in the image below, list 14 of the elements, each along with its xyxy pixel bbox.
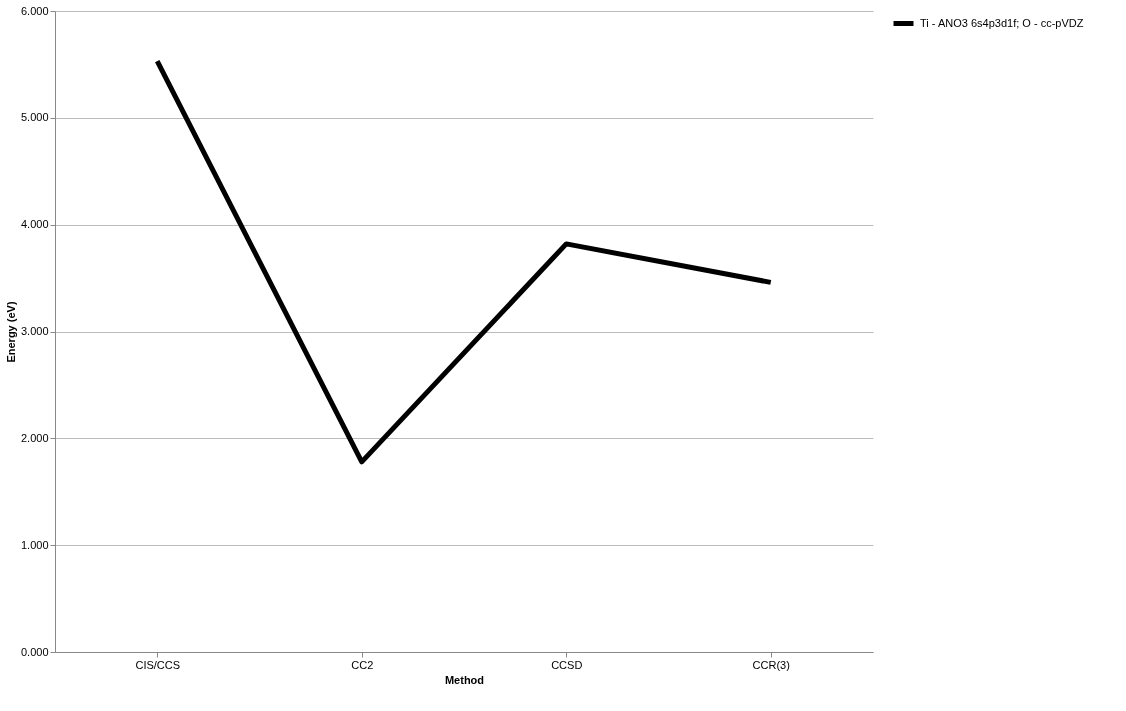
legend-label: Ti - ANO3 6s4p3d1f; O - cc-pVDZ — [920, 16, 1084, 29]
y-tick-label: 2.000 — [20, 431, 49, 444]
y-tick-label: 4.000 — [20, 218, 49, 231]
x-tick-label: CCR(3) — [752, 658, 790, 671]
x-axis-title: Method — [444, 673, 485, 686]
x-tick-label: CCSD — [551, 658, 583, 671]
x-tick-label: CC2 — [351, 658, 374, 671]
y-tick-label: 5.000 — [20, 111, 49, 124]
y-axis-title: Energy (eV) — [4, 301, 17, 363]
y-tick-label: 0.000 — [20, 645, 49, 658]
y-tick-label: 3.000 — [20, 325, 49, 337]
y-tick-label: 1.000 — [20, 538, 49, 551]
y-tick-label: 6.000 — [20, 4, 49, 17]
x-tick-label: CIS/CCS — [135, 658, 181, 671]
